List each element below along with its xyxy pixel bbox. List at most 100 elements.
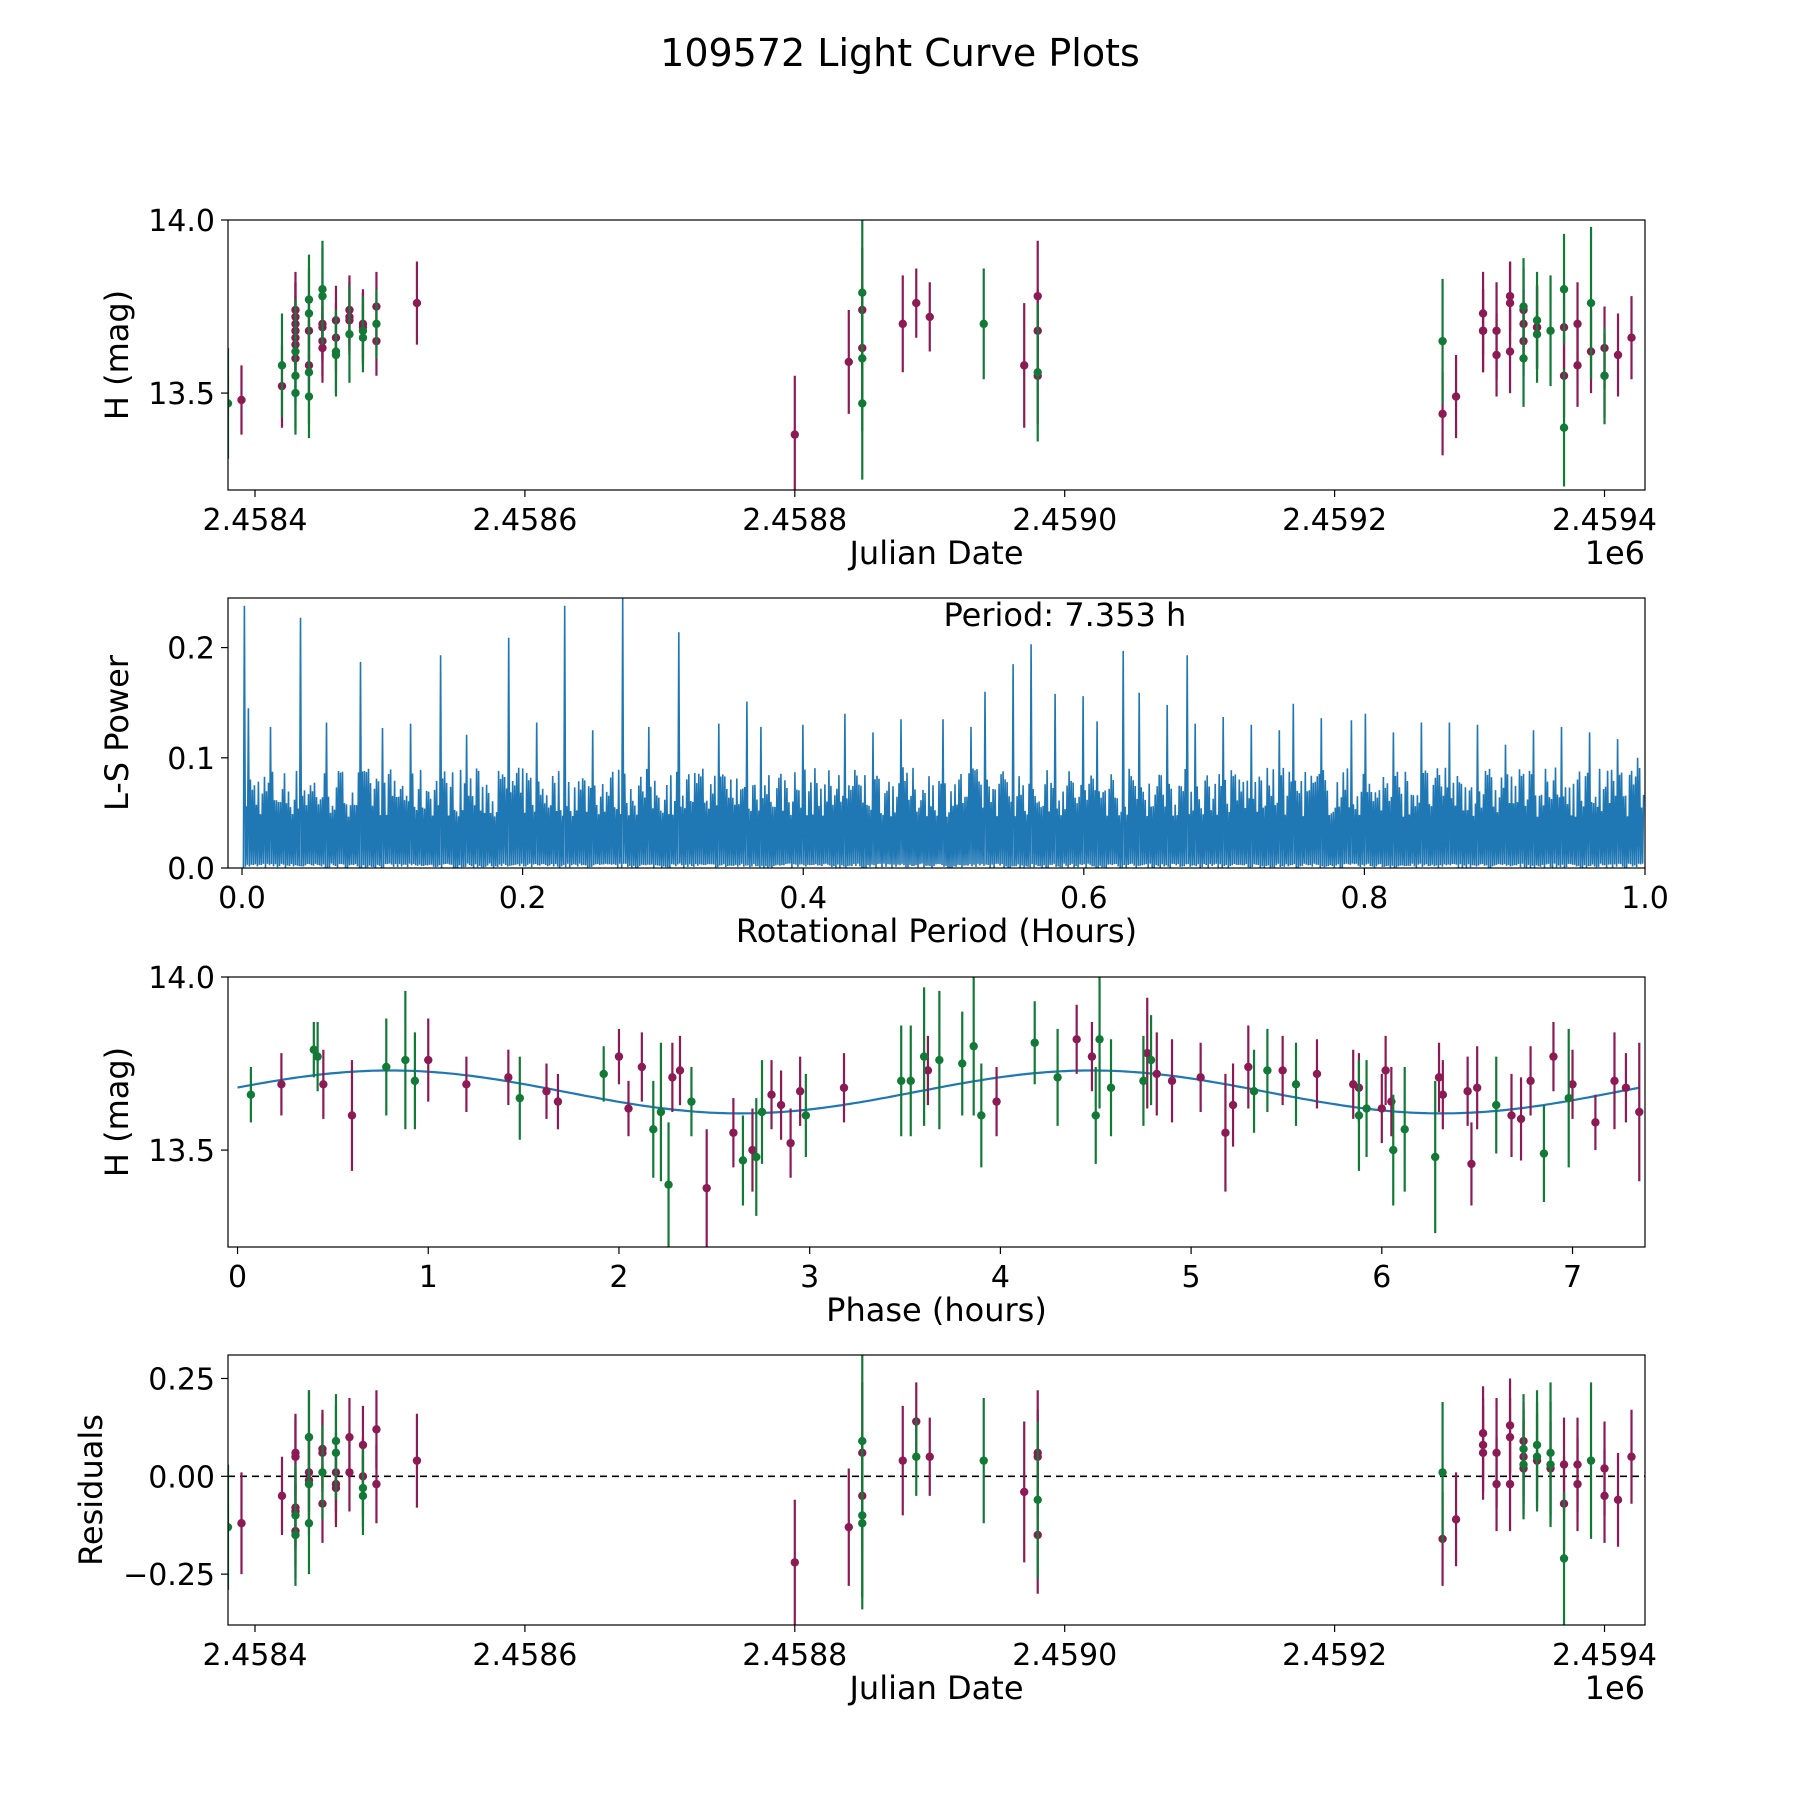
data-point: [358, 1483, 368, 1493]
data-point: [345, 1468, 354, 1477]
data-point: [1152, 1069, 1161, 1079]
data-point: [1526, 1076, 1535, 1086]
data-point: [897, 1076, 906, 1086]
data-point: [1559, 423, 1569, 432]
data-point: [1505, 1479, 1515, 1489]
data-point: [738, 1156, 748, 1165]
data-point: [992, 1097, 1001, 1106]
data-point: [977, 1111, 986, 1120]
data-point: [410, 1076, 420, 1086]
series-magenta: [277, 997, 1644, 1247]
data-point: [304, 1479, 314, 1489]
data-point: [358, 333, 368, 342]
x-tick-label: 1: [419, 1260, 438, 1295]
data-point: [1591, 1118, 1600, 1127]
data-point: [1139, 1076, 1148, 1086]
data-point: [668, 1073, 677, 1082]
data-point: [1249, 1087, 1259, 1096]
x-tick-label: 2.4586: [472, 503, 577, 538]
series-green: [246, 977, 1573, 1247]
data-point: [1478, 1448, 1488, 1458]
data-point: [1291, 1080, 1301, 1089]
data-point: [412, 298, 422, 308]
data-point: [347, 1111, 357, 1120]
data-point: [1467, 1159, 1476, 1169]
data-point: [319, 1080, 328, 1089]
y-tick-label: −0.25: [123, 1558, 215, 1593]
data-point: [237, 1519, 246, 1528]
data-point: [1389, 1145, 1398, 1155]
phase-folded-panel: 0 1 2 3 4 5 6 7 13.5 14.0 Phase (hours) H (mag): [98, 961, 1646, 1329]
data-point: [1228, 1100, 1238, 1110]
data-point: [228, 1522, 233, 1532]
data-point: [1559, 1554, 1569, 1563]
data-point: [790, 430, 799, 439]
data-point: [801, 1111, 811, 1120]
x-tick-label: 0.6: [1060, 881, 1108, 916]
data-point: [1586, 298, 1596, 308]
data-point: [1463, 1087, 1472, 1096]
x-tick-label: 2.4584: [202, 1638, 307, 1673]
x-tick-label: 0.8: [1341, 881, 1389, 916]
data-point: [637, 1062, 647, 1072]
x-tick-label: 0.4: [779, 881, 827, 916]
data-point: [776, 1100, 786, 1110]
period-annotation: Period: 7.353 h: [944, 596, 1187, 634]
data-point: [1312, 1069, 1322, 1079]
data-point: [1278, 1066, 1287, 1075]
y-tick-label: 13.5: [148, 377, 215, 412]
data-point: [304, 392, 314, 401]
y-axis-label: Residuals: [72, 1414, 110, 1566]
data-point: [898, 1456, 907, 1465]
data-point: [515, 1093, 524, 1103]
data-point: [1492, 1448, 1501, 1458]
data-point: [958, 1059, 967, 1068]
series-green: [228, 1355, 1596, 1625]
data-point: [1020, 1487, 1029, 1497]
series-green: [228, 220, 1609, 487]
data-point: [246, 1090, 256, 1099]
x-tick-label: 1.0: [1621, 881, 1669, 916]
data-point: [318, 343, 327, 353]
data-point: [1438, 336, 1447, 346]
data-point: [1519, 302, 1528, 311]
data-point: [767, 1090, 776, 1099]
plot-area: [242, 598, 1645, 868]
data-point: [969, 1042, 978, 1051]
data-point: [277, 361, 287, 370]
data-point: [313, 1052, 322, 1061]
data-point: [906, 1076, 915, 1086]
data-point: [1516, 1114, 1526, 1124]
data-point: [1532, 316, 1542, 325]
data-point: [979, 1456, 988, 1465]
x-tick-label: 4: [991, 1260, 1010, 1295]
data-point: [228, 399, 233, 408]
data-point: [729, 1128, 738, 1137]
axes-frame: [227, 597, 1646, 869]
x-tick-label: 7: [1563, 1260, 1582, 1295]
y-tick-label: 0.0: [167, 852, 215, 887]
data-point: [291, 388, 300, 398]
data-point: [1546, 326, 1555, 335]
data-point: [1095, 1035, 1104, 1044]
y-tick-label: 14.0: [148, 961, 215, 996]
data-point: [858, 288, 867, 297]
data-point: [1505, 1432, 1515, 1442]
data-point: [1568, 1080, 1577, 1089]
light-curve-panel: 2.4584 2.4586 2.4588 2.4590 2.4592 2.4594 13.5…: [98, 204, 1657, 572]
data-point: [1167, 1076, 1177, 1086]
data-point: [1505, 291, 1515, 301]
data-point: [1438, 409, 1447, 419]
axes-frame: [227, 976, 1646, 1248]
data-point: [345, 330, 354, 339]
data-point: [839, 1083, 849, 1092]
data-point: [291, 1452, 300, 1461]
axes-frame: [227, 219, 1646, 491]
data-point: [331, 1448, 341, 1458]
data-point: [318, 291, 327, 301]
data-point: [1030, 1038, 1039, 1047]
data-point: [1492, 326, 1501, 335]
y-tick-label: 13.5: [148, 1134, 215, 1169]
data-point: [1400, 1125, 1409, 1134]
